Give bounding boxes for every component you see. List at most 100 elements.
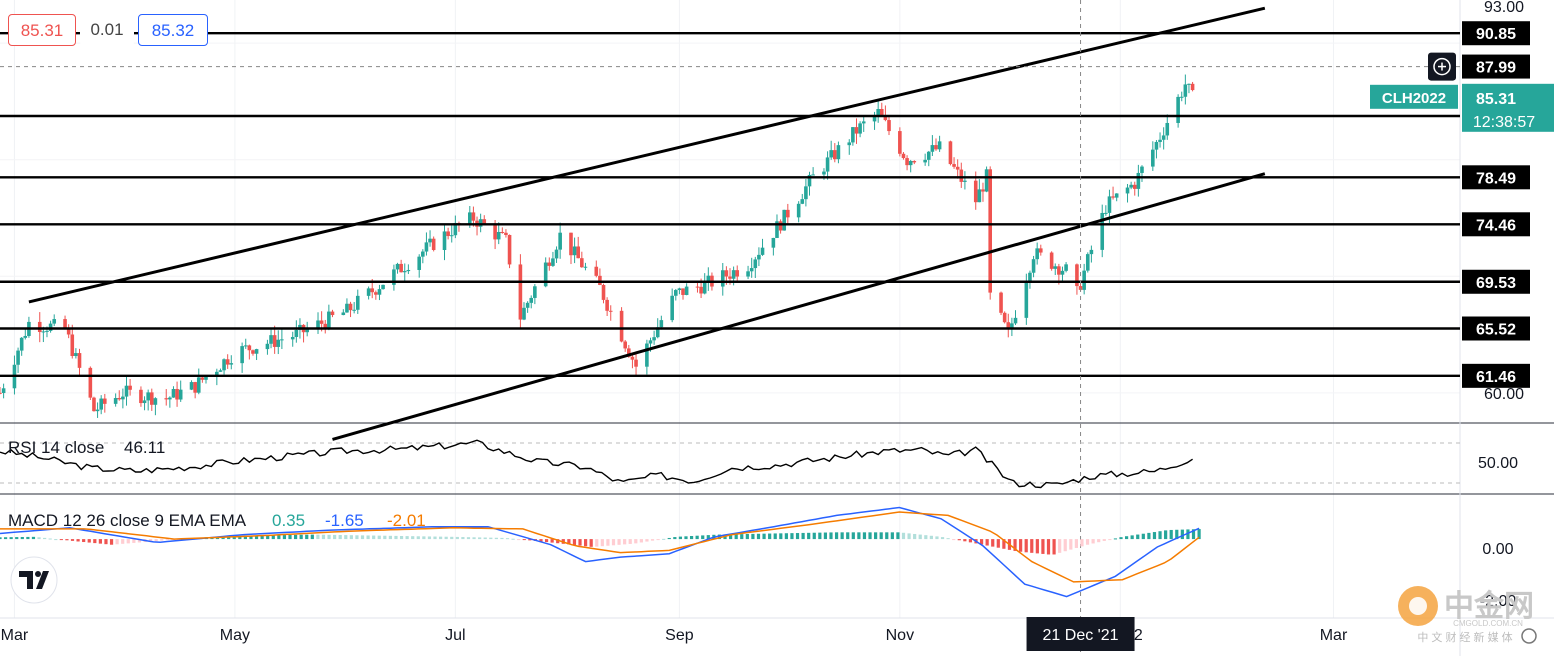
macd-histogram-bar [901, 532, 906, 540]
macd-histogram-bar [946, 538, 950, 540]
macd-histogram-bar [773, 533, 777, 540]
candle-body [417, 256, 422, 270]
candle-body [1078, 286, 1083, 290]
macd-histogram-bar [584, 539, 588, 547]
channel-line-lower[interactable] [332, 172, 1266, 441]
candle-body [330, 311, 335, 316]
candle-body [189, 382, 194, 390]
macd-histogram-bar [9, 537, 13, 540]
macd-histogram-bar [87, 539, 91, 543]
candle-body [670, 295, 674, 321]
macd-histogram-bar [282, 535, 287, 540]
candle-body [558, 232, 562, 250]
macd-histogram-bar [3, 537, 8, 540]
candle-body [1, 388, 6, 394]
macd-histogram-bar [717, 534, 722, 540]
candle-body [583, 266, 588, 268]
macd-histogram-bar [349, 535, 353, 540]
candle-body [222, 359, 226, 371]
macd-histogram-bar [762, 533, 766, 540]
rsi-line [0, 439, 1193, 489]
macd-histogram-bar [1141, 533, 1145, 540]
macd-histogram-bar [985, 539, 989, 546]
candle-body [1140, 166, 1144, 173]
candle-body [959, 169, 964, 182]
channel-line-upper[interactable] [28, 6, 1266, 304]
x-tick-2: Jul [445, 627, 465, 644]
macd-histogram-bar [667, 537, 671, 540]
candle-body [1057, 266, 1061, 275]
candle-body [453, 222, 458, 236]
candle-body [601, 284, 606, 300]
macd-y-tick-0: 0.00 [1482, 541, 1513, 558]
macd-histogram-bar [862, 532, 867, 540]
macd-histogram-bar [734, 534, 738, 540]
candle-body [973, 180, 978, 203]
candle-body [695, 286, 700, 288]
macd-histogram-bar [500, 537, 504, 540]
candle-body [677, 288, 682, 291]
candle-body [500, 231, 505, 233]
candle-body [861, 121, 866, 124]
tradingview-logo-bg[interactable] [10, 556, 58, 604]
macd-histogram-bar [517, 539, 521, 541]
spread-value: 0.01 [80, 14, 134, 46]
candle-body [771, 237, 776, 248]
macd-histogram-bar [433, 536, 437, 540]
macd-histogram-bar [801, 532, 805, 540]
candle-body [251, 350, 255, 354]
macd-histogram-bar [913, 533, 917, 540]
macd-histogram-bar [756, 533, 761, 540]
ask-price-box[interactable]: 85.32 [138, 14, 208, 46]
candle-body [1031, 259, 1036, 273]
candle-body [496, 231, 501, 240]
macd-histogram-bar [121, 539, 125, 544]
candle-body [851, 127, 855, 143]
candle-body [872, 114, 877, 122]
macd-histogram-bar [494, 537, 498, 540]
macd-histogram-bar [1085, 539, 1090, 545]
macd-histogram-bar [1052, 539, 1056, 555]
macd-histogram-bar [305, 534, 309, 540]
candle-body [45, 330, 49, 332]
candle-body [1028, 272, 1032, 283]
macd-histogram-bar [779, 533, 783, 540]
candle-body [963, 180, 967, 182]
bid-price-box[interactable]: 85.31 [8, 14, 76, 46]
candle-body [898, 131, 902, 154]
candle-body [204, 376, 208, 380]
candle-body [822, 171, 826, 175]
candle-body [955, 166, 960, 170]
macd-histogram-bar [394, 535, 398, 540]
candle-body [41, 331, 46, 333]
candle-body [146, 392, 150, 401]
macd-histogram-bar [795, 533, 800, 540]
candle-body [121, 396, 125, 400]
macd-histogram-bar [422, 536, 426, 540]
macd-histogram-bar [1136, 534, 1140, 540]
macd-histogram-bar [650, 539, 655, 541]
macd-histogram-bar [851, 532, 855, 540]
macd-histogram-bar [812, 532, 816, 540]
candle-body [572, 246, 577, 256]
candle-body [113, 398, 118, 404]
macd-histogram-bar [1147, 532, 1151, 540]
candle-body [796, 203, 801, 218]
watermark-brand: 中金网 [1444, 589, 1534, 623]
macd-histogram-bar [260, 535, 264, 540]
macd-histogram-bar [344, 535, 348, 540]
candle-body [627, 348, 631, 357]
macd-histogram-bar [93, 539, 97, 544]
candle-body [1114, 193, 1119, 198]
candle-body [833, 150, 837, 160]
macd-histogram-bar [411, 536, 415, 540]
macd-histogram-bar [316, 534, 320, 540]
candle-body [395, 263, 400, 270]
candle-body [847, 142, 852, 146]
macd-histogram-bar [600, 539, 604, 547]
macd-histogram-bar [818, 532, 822, 540]
macd-histogram-bar [126, 539, 130, 544]
macd-histogram-bar [1164, 530, 1168, 540]
settings-gear-icon[interactable] [1521, 628, 1537, 644]
